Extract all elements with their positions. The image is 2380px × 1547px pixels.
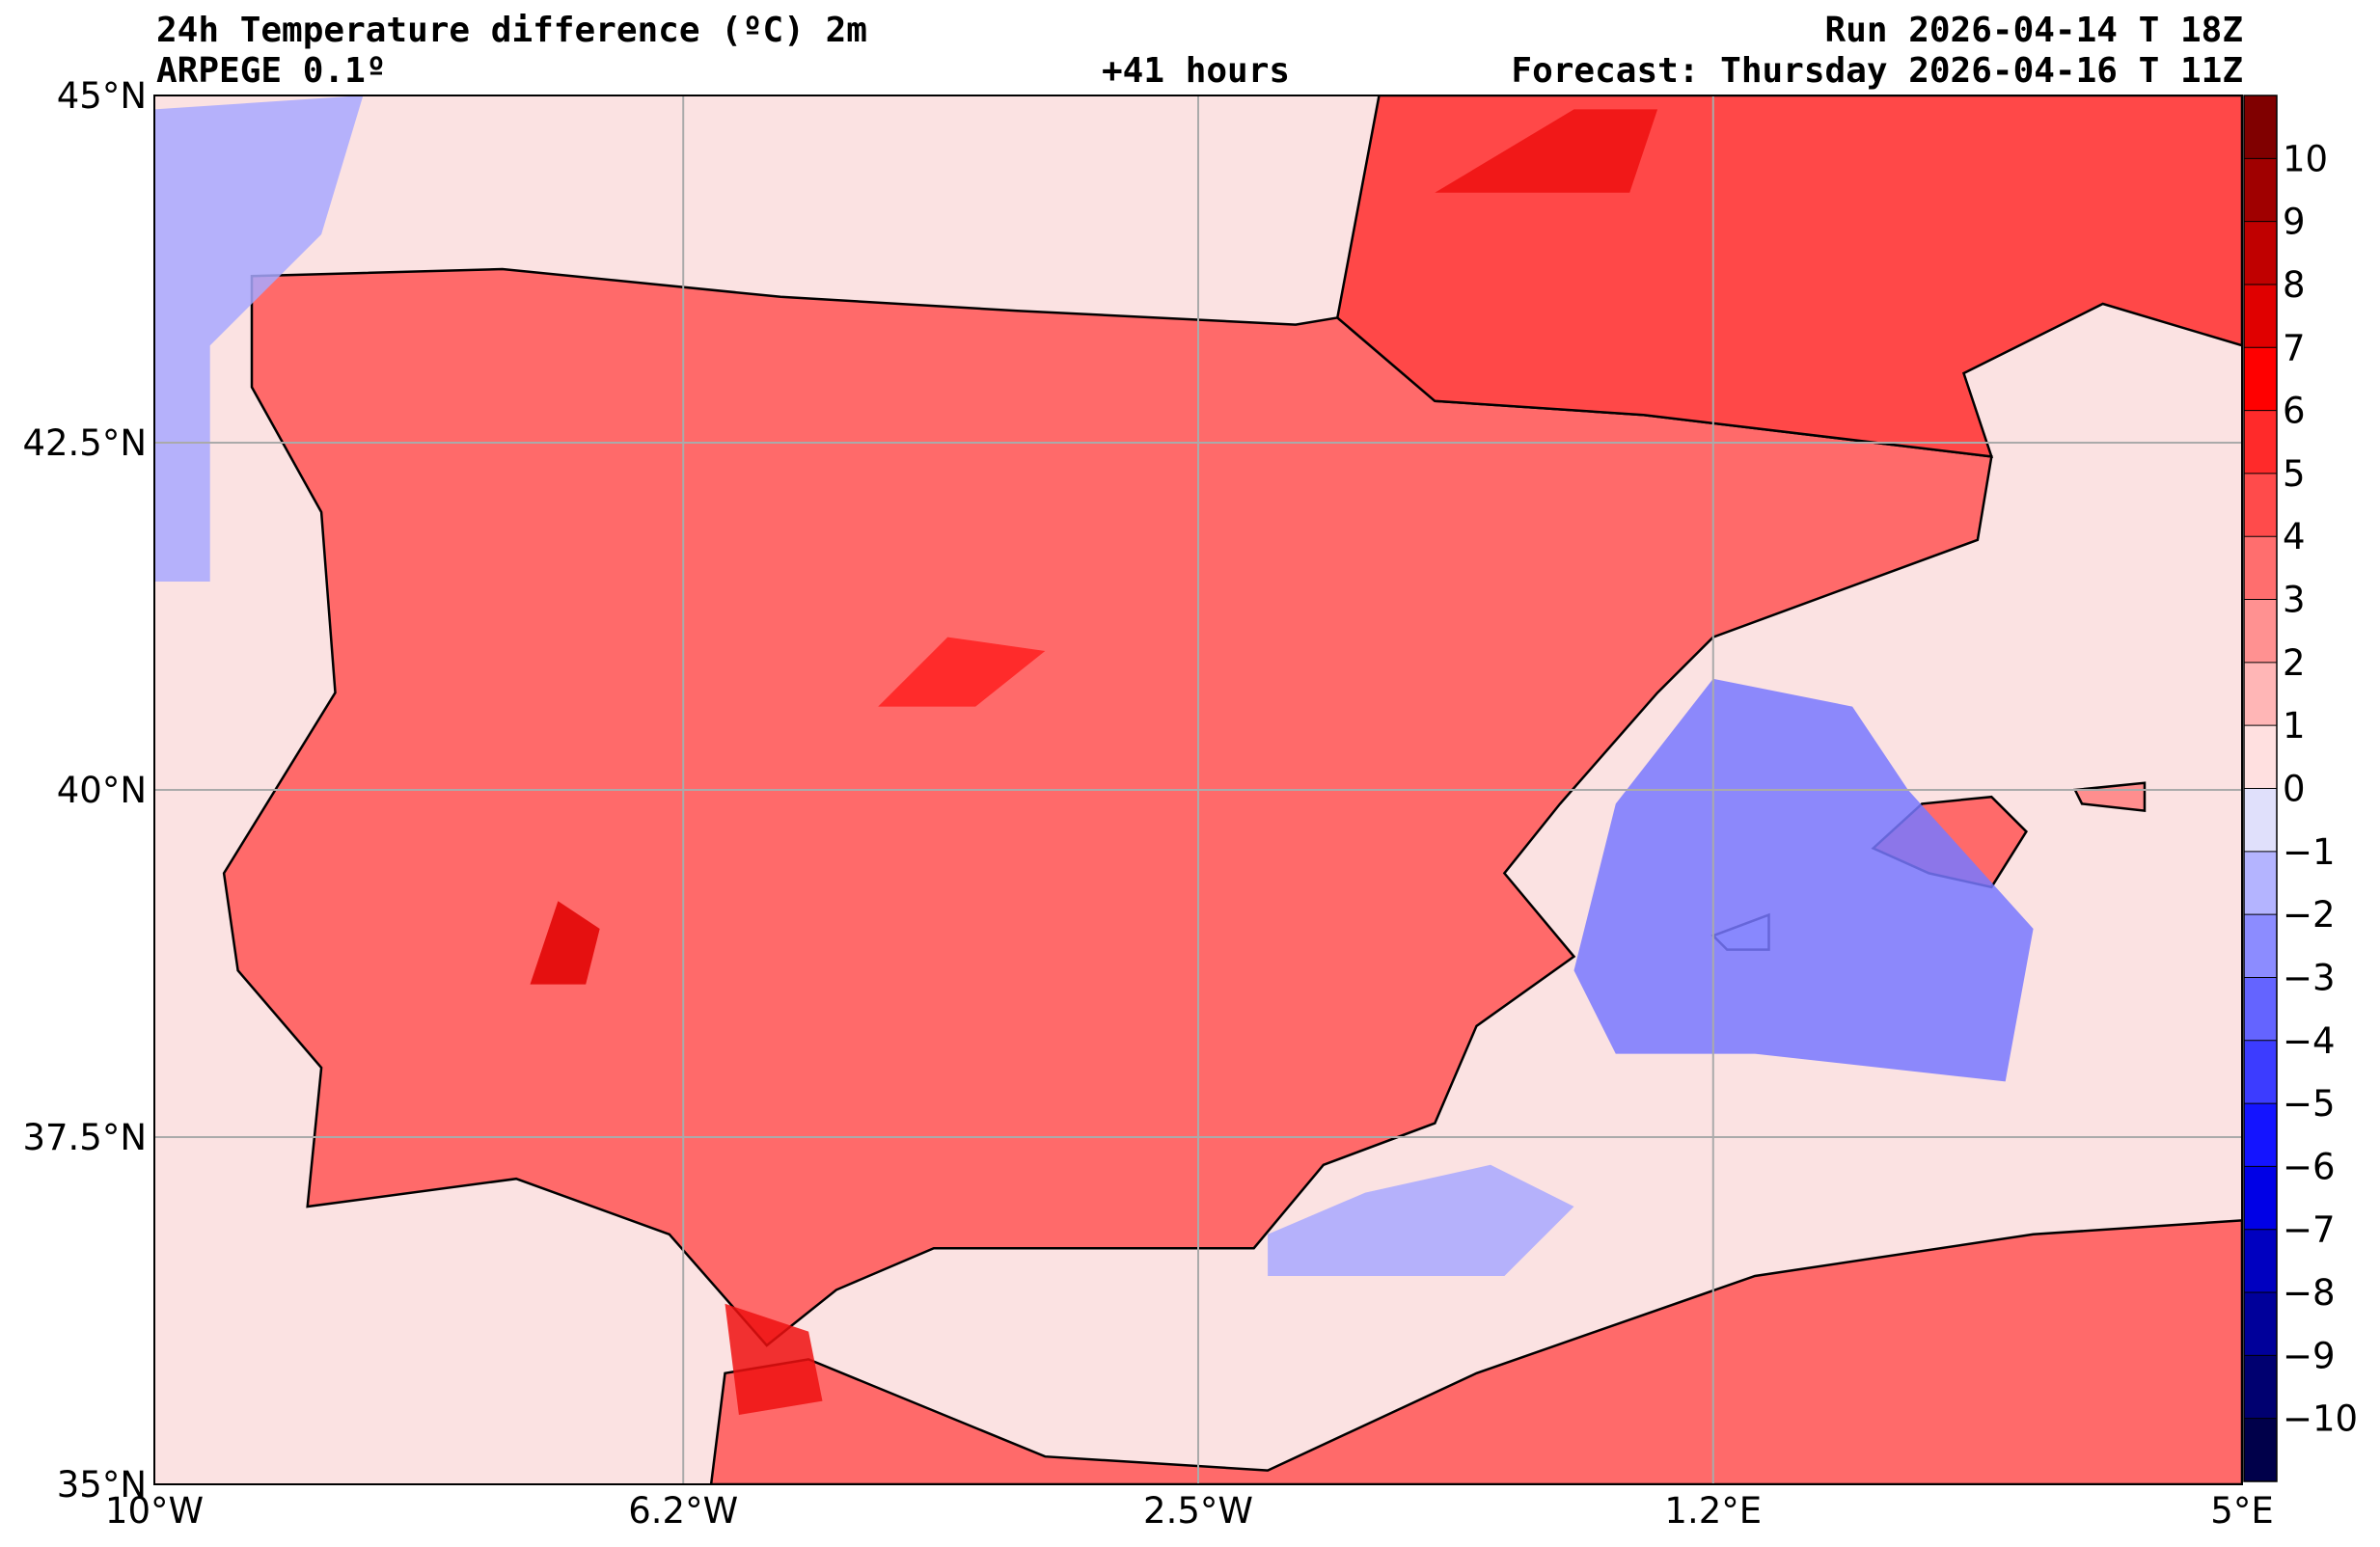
colorbar-band: [2244, 1229, 2277, 1293]
balearic-sea-cooling: [1573, 678, 2034, 1082]
colorbar-label: −3: [2283, 957, 2336, 998]
plot-frame: [153, 95, 2243, 1485]
lat-label: 37.5°N: [22, 1117, 147, 1158]
colorbar-band: [2244, 599, 2277, 664]
colorbar-band: [2244, 851, 2277, 915]
gridlines: [154, 95, 2242, 1484]
run-label: Run 2026-04-14 T 18Z: [1824, 11, 2243, 50]
extremadura-warm-core: [530, 901, 600, 985]
lat-label: 40°N: [57, 770, 147, 811]
colorbar-band: [2244, 1355, 2277, 1420]
regions-layer: [222, 95, 2242, 1484]
colorbar-band: [2244, 1040, 2277, 1104]
colorbar-label: −8: [2283, 1272, 2336, 1314]
colorbar-band: [2244, 662, 2277, 726]
colorbar-band: [2244, 1418, 2277, 1482]
colorbar-label: −4: [2283, 1020, 2336, 1062]
colorbar-label: −6: [2283, 1146, 2336, 1187]
lat-label: 42.5°N: [22, 422, 147, 464]
colorbar-band: [2244, 1292, 2277, 1356]
colorbar-label: 1: [2283, 705, 2306, 746]
lon-label: 5°E: [2210, 1490, 2273, 1532]
colorbar-band: [2244, 284, 2277, 348]
colorbar-band: [2244, 536, 2277, 601]
lon-label: 10°W: [105, 1490, 204, 1532]
colorbar-label: −7: [2283, 1209, 2336, 1251]
lead-time-label: +41 hours: [1102, 51, 1291, 91]
castilla-warm-core: [878, 637, 1046, 707]
colorbar-band: [2244, 788, 2277, 853]
model-label: ARPEGE 0.1º: [156, 51, 387, 91]
colorbar-band: [2244, 1103, 2277, 1167]
lat-label: 35°N: [57, 1464, 147, 1506]
colorbar-band: [2244, 221, 2277, 285]
colorbar-band: [2244, 725, 2277, 789]
lon-label: 6.2°W: [628, 1490, 738, 1532]
alboran-sea-cooling: [1268, 1164, 1574, 1276]
colorbar-label: −10: [2283, 1398, 2358, 1440]
atlantic-cooling: [154, 95, 364, 582]
colorbar-label: 4: [2283, 516, 2306, 557]
colorbar-label: 9: [2283, 202, 2306, 243]
map-title: 24h Temperature difference (ºC) 2m: [156, 11, 867, 50]
colorbar-label: −1: [2283, 831, 2336, 873]
colorbar-label: 5: [2283, 453, 2306, 495]
colorbar-label: 10: [2283, 138, 2328, 179]
gibraltar-warm-core: [725, 1303, 823, 1415]
colorbar-band: [2244, 158, 2277, 223]
colorbar-band: [2244, 1166, 2277, 1231]
latitude-labels: 45°N 42.5°N 40°N 37.5°N 35°N: [22, 75, 147, 1506]
lon-label: 2.5°W: [1143, 1490, 1253, 1532]
lat-label: 45°N: [57, 75, 147, 117]
colorbar-label: 8: [2283, 264, 2306, 306]
colorbar-label: 2: [2283, 642, 2306, 684]
colorbar-label: 7: [2283, 327, 2306, 368]
longitude-labels: 10°W 6.2°W 2.5°W 1.2°E 5°E: [105, 1490, 2274, 1532]
colorbar-band: [2244, 473, 2277, 537]
colorbar-band: [2244, 95, 2277, 159]
colorbar-label: −2: [2283, 894, 2336, 936]
colorbar-band: [2244, 914, 2277, 978]
colorbar-label: 3: [2283, 580, 2306, 621]
forecast-label: Forecast: Thursday 2026-04-16 T 11Z: [1511, 51, 2243, 91]
colorbar-label: 0: [2283, 769, 2306, 810]
lon-label: 1.2°E: [1664, 1490, 1762, 1532]
colorbar-band: [2244, 977, 2277, 1042]
colorbar-label: −9: [2283, 1335, 2336, 1376]
colorbar-band: [2244, 347, 2277, 412]
colorbar-band: [2244, 410, 2277, 475]
anomalies-layer: [154, 95, 2034, 1415]
colorbar-label: −5: [2283, 1083, 2336, 1125]
colorbar-label: 6: [2283, 391, 2306, 432]
gironde-warm-core: [1435, 109, 1658, 193]
